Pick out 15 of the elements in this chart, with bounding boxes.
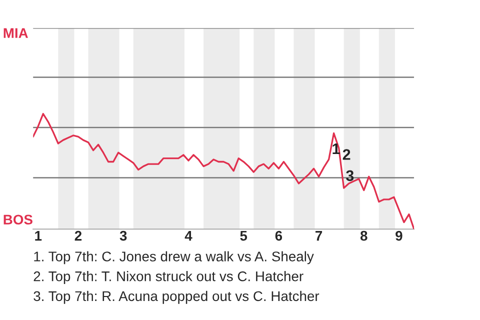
x-tick-label: 9 (396, 230, 402, 241)
text: 2. Top 7th: T. Nixon struck out vs C. Hatcher (34, 271, 304, 284)
text: 1. Top 7th: C. Jones drew a walk vs A. Shealy (34, 251, 314, 264)
x-tick-label: 5 (240, 231, 248, 241)
x-tick-label: 2 (74, 230, 82, 241)
x-tick-label: 4 (184, 231, 192, 241)
x-tick-label: 8 (360, 230, 368, 241)
x-tick-label: 7 (316, 231, 322, 241)
x-tick-label: 3 (120, 230, 127, 241)
text: MIA (4, 28, 28, 38)
x-tick-label: 6 (275, 230, 282, 241)
text: BOS (4, 214, 32, 225)
text: 3. Top 7th: R. Acuna popped out vs C. Hatcher (34, 290, 320, 304)
x-tick-label: 1 (35, 231, 42, 241)
annotation: 2 (342, 149, 350, 160)
